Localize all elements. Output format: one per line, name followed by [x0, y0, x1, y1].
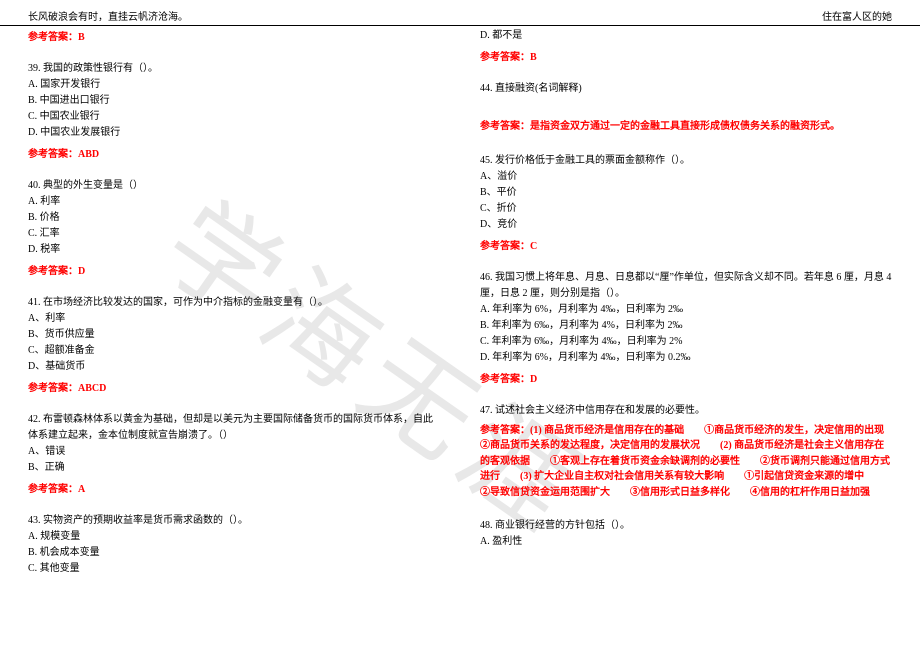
q41-opt-b: B、货币供应量 [28, 327, 440, 343]
q42-opt-a: A、错误 [28, 444, 440, 460]
q40-answer: 参考答案：D [28, 262, 440, 277]
question-48: 48. 商业银行经营的方针包括（）。 A. 盈利性 [480, 518, 892, 550]
q40-stem: 40. 典型的外生变量是（） [28, 178, 440, 194]
q41-answer: 参考答案：ABCD [28, 379, 440, 394]
question-43: 43. 实物资产的预期收益率是货币需求函数的（）。 A. 规模变量 B. 机会成… [28, 513, 440, 577]
q43-stem: 43. 实物资产的预期收益率是货币需求函数的（）。 [28, 513, 440, 529]
q45-stem: 45. 发行价格低于金融工具的票面金额称作（）。 [480, 153, 892, 169]
q39-answer: 参考答案：ABD [28, 145, 440, 160]
q45-opt-a: A、溢价 [480, 169, 892, 185]
question-44: 44. 直接融资(名词解释) [480, 81, 892, 97]
q46-opt-c: C. 年利率为 6‰，月利率为 4‰，日利率为 2% [480, 334, 892, 350]
question-40: 40. 典型的外生变量是（） A. 利率 B. 价格 C. 汇率 D. 税率 [28, 178, 440, 258]
page-header: 长风破浪会有时，直挂云帆济沧海。 住在富人区的她 [0, 0, 920, 26]
header-left: 长风破浪会有时，直挂云帆济沧海。 [28, 8, 188, 23]
q46-stem: 46. 我国习惯上将年息、月息、日息都以“厘”作单位，但实际含义却不同。若年息 … [480, 270, 892, 302]
q39-opt-d: D. 中国农业发展银行 [28, 125, 440, 141]
q48-stem: 48. 商业银行经营的方针包括（）。 [480, 518, 892, 534]
answer-prev-right: 参考答案：B [480, 48, 892, 63]
q39-opt-a: A. 国家开发银行 [28, 77, 440, 93]
q46-opt-a: A. 年利率为 6%，月利率为 4‰，日利率为 2‰ [480, 302, 892, 318]
question-41: 41. 在市场经济比较发达的国家，可作为中介指标的金融变量有（）。 A、利率 B… [28, 295, 440, 375]
question-45: 45. 发行价格低于金融工具的票面金额称作（）。 A、溢价 B、平价 C、折价 … [480, 153, 892, 233]
q44-stem: 44. 直接融资(名词解释) [480, 81, 892, 97]
answer-prev-left: 参考答案：B [28, 28, 440, 43]
q41-opt-a: A、利率 [28, 311, 440, 327]
q46-opt-d: D. 年利率为 6%，月利率为 4‰，日利率为 0.2‰ [480, 350, 892, 366]
q40-opt-d: D. 税率 [28, 242, 440, 258]
q46-opt-b: B. 年利率为 6‰，月利率为 4%，日利率为 2‰ [480, 318, 892, 334]
q45-answer: 参考答案：C [480, 237, 892, 252]
q45-opt-c: C、折价 [480, 201, 892, 217]
q46-answer: 参考答案：D [480, 370, 892, 385]
q40-opt-c: C. 汇率 [28, 226, 440, 242]
q39-opt-c: C. 中国农业银行 [28, 109, 440, 125]
left-column: 参考答案：B 39. 我国的政策性银行有（）。 A. 国家开发银行 B. 中国进… [28, 26, 460, 577]
q39-stem: 39. 我国的政策性银行有（）。 [28, 61, 440, 77]
q47-answer: 参考答案：(1) 商品货币经济是信用存在的基础 ①商品货币经济的发生，决定信用的… [480, 423, 892, 501]
q41-opt-d: D、基础货币 [28, 359, 440, 375]
q43-opt-a: A. 规模变量 [28, 529, 440, 545]
q45-opt-d: D、竞价 [480, 217, 892, 233]
q44-answer: 参考答案：是指资金双方通过一定的金融工具直接形成债权债务关系的融资形式。 [480, 119, 892, 135]
question-42: 42. 布雷顿森林体系以黄金为基础，但却是以美元为主要国际储备货币的国际货币体系… [28, 412, 440, 476]
q48-opt-a: A. 盈利性 [480, 534, 892, 550]
q45-opt-b: B、平价 [480, 185, 892, 201]
q39-opt-b: B. 中国进出口银行 [28, 93, 440, 109]
prev-opt-d: D. 都不是 [480, 28, 892, 44]
question-47: 47. 试述社会主义经济中信用存在和发展的必要性。 [480, 403, 892, 419]
question-46: 46. 我国习惯上将年息、月息、日息都以“厘”作单位，但实际含义却不同。若年息 … [480, 270, 892, 366]
q40-opt-a: A. 利率 [28, 194, 440, 210]
q43-opt-c: C. 其他变量 [28, 561, 440, 577]
right-column: D. 都不是 参考答案：B 44. 直接融资(名词解释) 参考答案：是指资金双方… [460, 26, 892, 577]
q42-stem: 42. 布雷顿森林体系以黄金为基础，但却是以美元为主要国际储备货币的国际货币体系… [28, 412, 440, 444]
q42-opt-b: B、正确 [28, 460, 440, 476]
q42-answer: 参考答案：A [28, 480, 440, 495]
q43-opt-b: B. 机会成本变量 [28, 545, 440, 561]
q40-opt-b: B. 价格 [28, 210, 440, 226]
header-right: 住在富人区的她 [822, 8, 892, 23]
content-columns: 参考答案：B 39. 我国的政策性银行有（）。 A. 国家开发银行 B. 中国进… [0, 26, 920, 577]
q41-opt-c: C、超额准备金 [28, 343, 440, 359]
question-39: 39. 我国的政策性银行有（）。 A. 国家开发银行 B. 中国进出口银行 C.… [28, 61, 440, 141]
q47-stem: 47. 试述社会主义经济中信用存在和发展的必要性。 [480, 403, 892, 419]
q41-stem: 41. 在市场经济比较发达的国家，可作为中介指标的金融变量有（）。 [28, 295, 440, 311]
